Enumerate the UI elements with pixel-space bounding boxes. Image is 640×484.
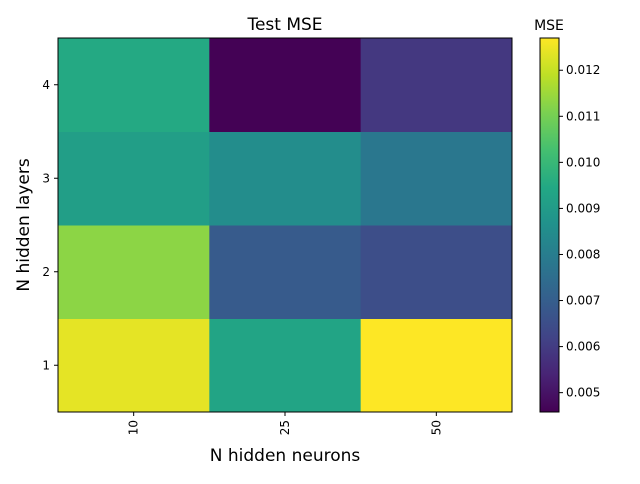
heatmap-cell-1-25 — [209, 318, 362, 413]
heatmap-cell-1-50 — [360, 318, 513, 413]
y-tick-label: 2 — [42, 265, 50, 279]
colorbar-gradient — [540, 38, 559, 412]
colorbar-tick-label: 0.007 — [566, 294, 600, 308]
y-axis-ticks: 1 2 3 4 — [42, 78, 58, 372]
heatmap-cell-2-25 — [209, 225, 362, 319]
y-axis-label: N hidden layers — [14, 158, 34, 291]
colorbar-tick-label: 0.011 — [566, 109, 600, 123]
colorbar-tick-label: 0.010 — [566, 155, 600, 169]
heatmap-cell-3-25 — [209, 131, 362, 226]
chart-title: Test MSE — [246, 15, 322, 35]
heatmap-cell-3-50 — [360, 131, 513, 226]
colorbar-tick-label: 0.009 — [566, 201, 600, 215]
heatmap-cell-2-10 — [58, 225, 210, 319]
y-tick-label: 4 — [42, 78, 50, 92]
heatmap-cells — [58, 38, 513, 413]
x-tick-label: 50 — [429, 420, 443, 435]
x-axis-ticks: 10 25 50 — [127, 412, 443, 435]
heatmap-cell-4-50 — [360, 38, 513, 132]
colorbar-tick-label: 0.012 — [566, 63, 600, 77]
x-tick-label: 25 — [278, 420, 292, 435]
colorbar-title: MSE — [534, 18, 564, 34]
x-axis-label: N hidden neurons — [210, 446, 361, 466]
heatmap-cell-3-10 — [58, 131, 210, 226]
heatmap-cell-4-10 — [58, 38, 210, 132]
heatmap-cell-2-50 — [360, 225, 513, 319]
colorbar: 0.005 0.006 0.007 0.008 0.009 0.010 0.011 0.012… — [534, 18, 600, 413]
colorbar-tick-label: 0.006 — [566, 340, 600, 354]
colorbar-ticks: 0.005 0.006 0.007 0.008 0.009 0.010 0.011 0.012 — [559, 63, 600, 400]
colorbar-tick-label: 0.005 — [566, 386, 600, 400]
heatmap-cell-4-25 — [209, 38, 362, 132]
colorbar-frame — [539, 37, 560, 413]
x-tick-label: 10 — [127, 420, 141, 435]
y-tick-label: 3 — [42, 171, 50, 185]
heatmap-cell-1-10 — [58, 318, 210, 413]
y-tick-label: 1 — [42, 358, 50, 372]
colorbar-tick-label: 0.008 — [566, 247, 600, 261]
